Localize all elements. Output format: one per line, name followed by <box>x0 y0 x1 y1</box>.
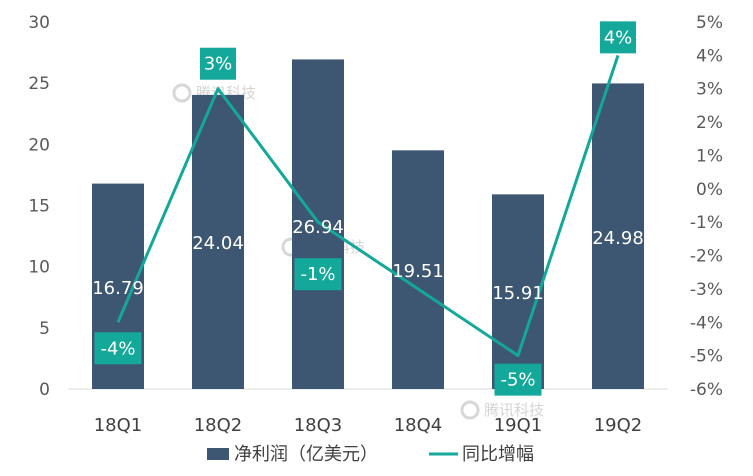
right-tick-label: 5% <box>696 13 723 33</box>
right-tick-label: -5% <box>690 347 723 367</box>
legend-label: 净利润（亿美元） <box>234 444 378 465</box>
right-tick-label: 0% <box>696 180 723 200</box>
right-tick-label: -2% <box>690 247 723 267</box>
growth-label: -5% <box>494 363 542 396</box>
right-tick-label: 4% <box>696 46 723 66</box>
bar <box>592 83 644 390</box>
bar-value-label: 19.51 <box>392 261 444 282</box>
bar-value-label: 24.98 <box>592 228 644 249</box>
growth-label: -1% <box>294 258 342 291</box>
legend-item-line: 同比增幅 <box>429 444 534 465</box>
left-tick-label: 20 <box>28 135 50 155</box>
right-tick-label: -1% <box>690 213 723 233</box>
left-tick-label: 15 <box>28 197 50 217</box>
left-tick-label: 5 <box>39 319 50 339</box>
growth-label-text: -5% <box>500 370 535 391</box>
bar <box>192 94 244 389</box>
legend-item-bar: 净利润（亿美元） <box>207 444 378 465</box>
growth-label-text: -4% <box>100 338 135 359</box>
category-label: 18Q3 <box>294 415 343 436</box>
category-label: 19Q2 <box>594 415 643 436</box>
watermark-logo: 腾讯科技 <box>460 400 544 420</box>
category-label: 18Q4 <box>394 415 443 436</box>
bar <box>392 150 444 389</box>
growth-line <box>116 54 620 358</box>
left-tick-label: 25 <box>28 74 50 94</box>
right-tick-label: -3% <box>690 280 723 300</box>
category-label: 18Q1 <box>94 415 143 436</box>
right-tick-label: 1% <box>696 146 723 166</box>
growth-label-box <box>494 363 542 396</box>
bar-value-label: 15.91 <box>492 283 544 304</box>
watermark-text: 腾讯科技 <box>484 401 544 419</box>
growth-label-box <box>600 21 636 54</box>
category-label: 19Q1 <box>494 415 543 436</box>
growth-label-text: -1% <box>300 264 335 285</box>
growth-label: 4% <box>600 21 636 54</box>
growth-label-box <box>294 258 342 291</box>
legend-label: 同比增幅 <box>462 444 534 465</box>
growth-label-box <box>200 47 236 80</box>
left-tick-label: 10 <box>28 258 50 278</box>
bar-value-label: 26.94 <box>292 217 344 238</box>
growth-label-text: 4% <box>604 27 633 48</box>
growth-label: -4% <box>94 332 142 365</box>
bar-value-label: 16.79 <box>92 278 144 299</box>
growth-label: 3% <box>200 47 236 80</box>
right-tick-label: -4% <box>690 313 723 333</box>
bar-value-label: 24.04 <box>192 233 244 254</box>
right-tick-label: 2% <box>696 113 723 133</box>
legend-swatch-bar <box>207 448 229 460</box>
left-tick-label: 0 <box>39 380 50 400</box>
right-tick-label: 3% <box>696 80 723 100</box>
bar <box>292 59 344 390</box>
right-tick-label: -6% <box>690 380 723 400</box>
category-label: 18Q2 <box>194 415 243 436</box>
growth-label-text: 3% <box>204 54 233 75</box>
growth-label-box <box>94 332 142 365</box>
left-tick-label: 30 <box>28 13 50 33</box>
